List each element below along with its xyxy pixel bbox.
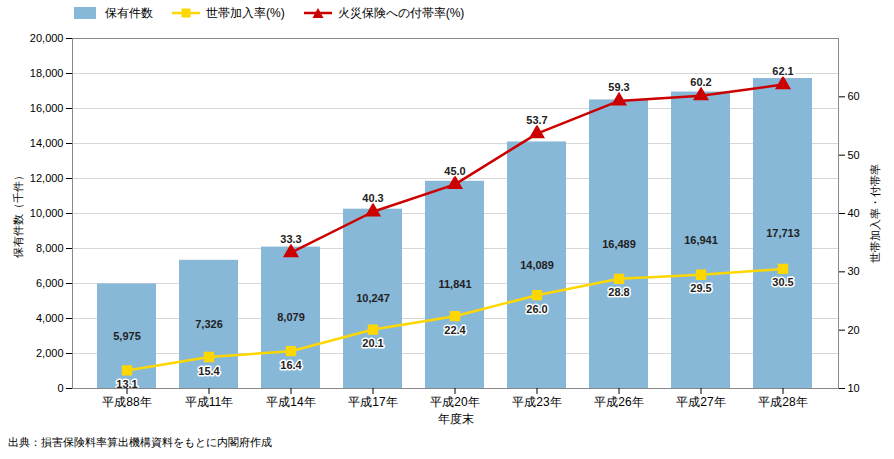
svg-text:59.3: 59.3: [608, 81, 629, 93]
html-text:世帯加入率(%): 世帯加入率(%): [206, 5, 285, 20]
svg-text:平成17年: 平成17年: [348, 395, 397, 409]
svg-text:13.1: 13.1: [116, 377, 138, 390]
svg-text:保有件数（千件）: 保有件数（千件）: [12, 170, 24, 258]
svg-text:62.1: 62.1: [772, 65, 793, 77]
svg-text:33.3: 33.3: [280, 233, 301, 245]
svg-text:30: 30: [848, 265, 860, 277]
svg-text:10,000: 10,000: [30, 207, 64, 219]
svg-text:8,079: 8,079: [277, 311, 305, 323]
svg-text:18,000: 18,000: [30, 67, 64, 79]
svg-text:50: 50: [848, 149, 860, 161]
svg-text:60.2: 60.2: [690, 76, 711, 88]
svg-text:40: 40: [848, 207, 860, 219]
svg-text:平成28年: 平成28年: [758, 395, 807, 409]
svg-text:40.3: 40.3: [362, 192, 383, 204]
svg-text:年度末: 年度末: [438, 412, 474, 426]
html-text:保有件数: 保有件数: [105, 5, 153, 20]
svg-text:7,326: 7,326: [195, 318, 223, 330]
svg-text:53.7: 53.7: [526, 114, 547, 126]
svg-text:平成88年: 平成88年: [102, 395, 151, 409]
svg-text:10: 10: [848, 382, 860, 394]
svg-text:平成11年: 平成11年: [185, 395, 233, 409]
svg-text:14,000: 14,000: [30, 137, 64, 149]
svg-text:60: 60: [848, 90, 860, 102]
svg-text:8,000: 8,000: [36, 242, 64, 254]
svg-text:16.4: 16.4: [280, 359, 302, 371]
svg-text:6,000: 6,000: [36, 277, 64, 289]
svg-text:45.0: 45.0: [444, 165, 465, 177]
svg-text:平成26年: 平成26年: [594, 395, 643, 409]
svg-text:20.1: 20.1: [362, 337, 383, 349]
svg-text:17,713: 17,713: [766, 227, 800, 239]
svg-text:0: 0: [57, 382, 63, 394]
svg-text:16,941: 16,941: [684, 234, 718, 246]
svg-text:15.4: 15.4: [198, 365, 220, 377]
html-text:火災保険への付帯率(%): 火災保険への付帯率(%): [337, 5, 465, 20]
svg-text:28.8: 28.8: [608, 286, 629, 298]
svg-text:20: 20: [848, 324, 860, 336]
svg-text:16,489: 16,489: [602, 238, 636, 250]
svg-text:平成14年: 平成14年: [266, 395, 315, 409]
svg-text:4,000: 4,000: [36, 312, 64, 324]
html-text:出典：損害保険料率算出機構資料をもとに内閣府作成: 出典：損害保険料率算出機構資料をもとに内閣府作成: [8, 436, 272, 448]
svg-text:12,000: 12,000: [30, 172, 64, 184]
svg-text:29.5: 29.5: [690, 282, 711, 294]
svg-text:20,000: 20,000: [30, 32, 64, 44]
svg-text:10,247: 10,247: [356, 292, 390, 304]
svg-text:16,000: 16,000: [30, 102, 64, 114]
svg-text:30.5: 30.5: [772, 276, 793, 288]
svg-text:平成20年: 平成20年: [430, 395, 479, 409]
svg-text:平成23年: 平成23年: [512, 395, 561, 409]
svg-text:11,841: 11,841: [438, 278, 471, 290]
svg-text:平成27年: 平成27年: [676, 395, 725, 409]
svg-text:2,000: 2,000: [36, 347, 64, 359]
svg-text:14,089: 14,089: [520, 259, 554, 271]
svg-text:5,975: 5,975: [113, 330, 141, 342]
svg-text:26.0: 26.0: [526, 303, 547, 315]
svg-text:22.4: 22.4: [444, 324, 466, 336]
svg-text:世帯加入率・付帯率: 世帯加入率・付帯率: [869, 164, 881, 263]
